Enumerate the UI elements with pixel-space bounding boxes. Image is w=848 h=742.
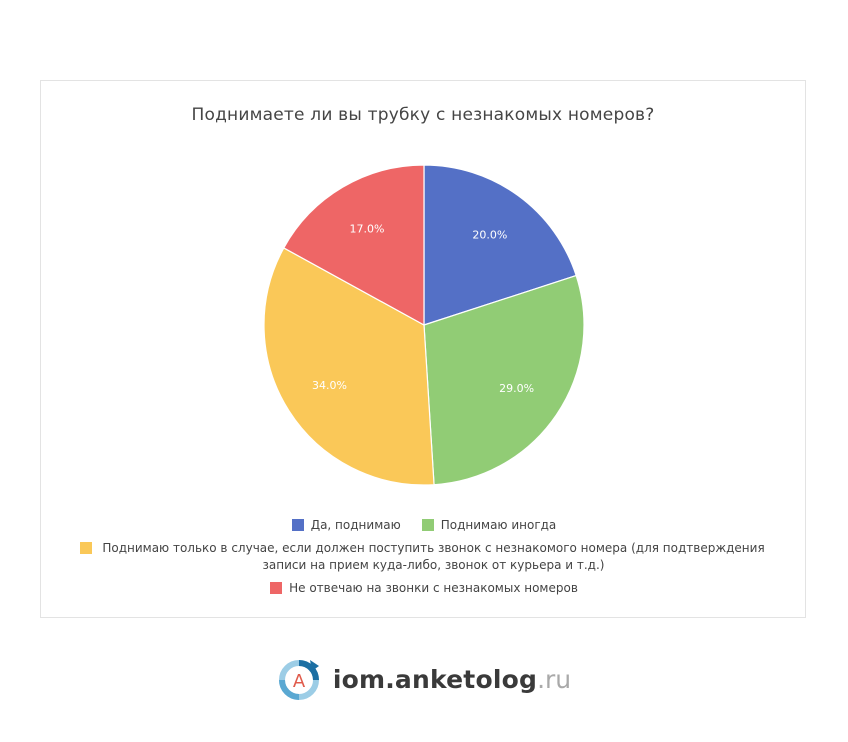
legend-row-3: Не отвечаю на звонки с незнакомых номеро…	[0, 580, 848, 597]
legend-item-sometimes[interactable]: Поднимаю иногда	[421, 517, 557, 534]
pie-slice-never[interactable]	[282, 164, 425, 327]
legend-row-2: Поднимаю только в случае, если должен по…	[0, 540, 848, 574]
footer-logo: A iom.anketolog .ru	[0, 656, 848, 702]
pie-slice-sometimes[interactable]	[423, 274, 585, 486]
pie-slice-sometimes-label: 29.0%	[499, 382, 534, 395]
anketolog-logo-icon: A	[278, 660, 319, 700]
legend-swatch-never	[270, 582, 283, 594]
chart-title: Поднимаете ли вы трубку с незнакомых ном…	[191, 105, 655, 125]
pie-slice-only-expected-label: 34.0%	[312, 379, 347, 392]
legend-item-only-expected[interactable]: Поднимаю только в случае, если должен по…	[79, 540, 769, 574]
legend-label-only-expected: Поднимаю только в случае, если должен по…	[102, 541, 765, 572]
legend-swatch-yes	[291, 519, 304, 531]
legend-row-1: Да, поднимаю Поднимаю иногда	[0, 517, 848, 534]
legend-swatch-sometimes	[421, 519, 434, 531]
legend-item-yes[interactable]: Да, поднимаю	[291, 517, 401, 534]
legend-swatch-only-expected	[79, 542, 92, 554]
brand-tld: .ru	[537, 664, 572, 694]
logo-letter: A	[293, 671, 306, 692]
legend-label-never: Не отвечаю на звонки с незнакомых номеро…	[289, 581, 578, 595]
pie-slice-never-label: 17.0%	[350, 223, 385, 236]
legend-label-yes: Да, поднимаю	[310, 518, 401, 532]
pie-slice-yes[interactable]	[423, 164, 577, 326]
pie-slice-yes-label: 20.0%	[472, 228, 507, 241]
legend-label-sometimes: Поднимаю иногда	[440, 518, 557, 532]
legend-item-never[interactable]: Не отвечаю на звонки с незнакомых номеро…	[270, 580, 578, 597]
brand-name: iom.anketolog	[332, 664, 538, 694]
